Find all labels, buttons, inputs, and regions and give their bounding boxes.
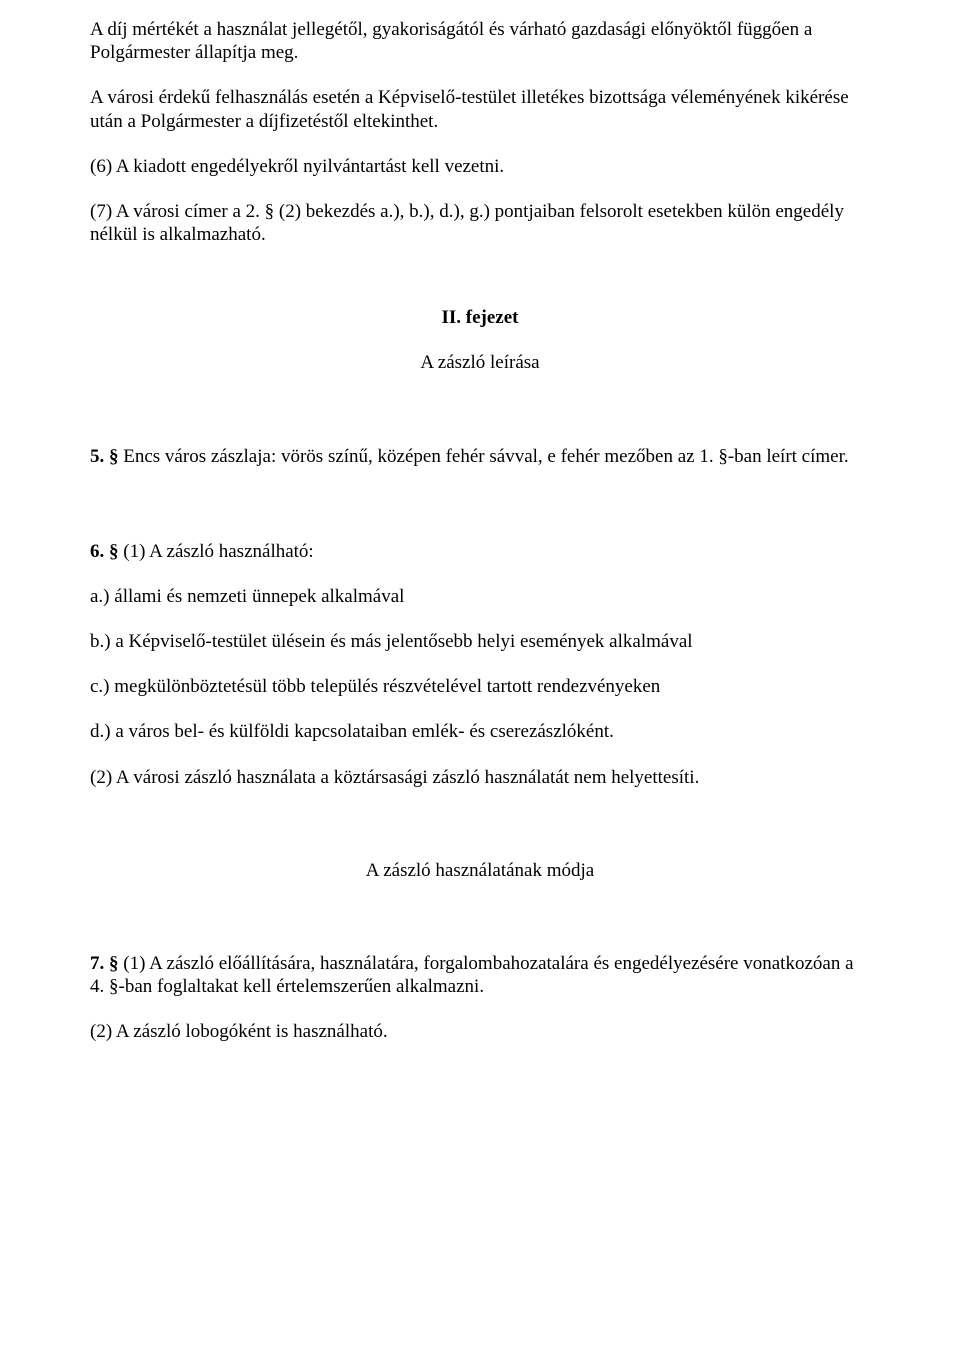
list-item-c: c.) megkülönböztetésül több település ré… xyxy=(90,675,870,698)
section-number: 6. § xyxy=(90,541,119,562)
paragraph: (7) A városi címer a 2. § (2) bekezdés a… xyxy=(90,200,870,246)
paragraph: (6) A kiadott engedélyekről nyilvántartá… xyxy=(90,155,870,178)
section-text: (1) A zászló használható: xyxy=(119,541,314,562)
section-6: 6. § (1) A zászló használható: xyxy=(90,540,870,563)
section-5: 5. § Encs város zászlaja: vörös színű, k… xyxy=(90,445,870,468)
section-7: 7. § (1) A zászló előállítására, használ… xyxy=(90,952,870,998)
list-item-b: b.) a Képviselő-testület ülésein és más … xyxy=(90,630,870,653)
section-heading: A zászló használatának módja xyxy=(90,859,870,882)
section-number: 7. § xyxy=(90,953,119,974)
list-item-a: a.) állami és nemzeti ünnepek alkalmával xyxy=(90,585,870,608)
section-text: Encs város zászlaja: vörös színű, középe… xyxy=(119,446,849,467)
section-number: 5. § xyxy=(90,446,119,467)
document-page: A díj mértékét a használat jellegétől, g… xyxy=(0,0,960,1356)
spacer xyxy=(90,490,870,540)
chapter-subtitle: A zászló leírása xyxy=(90,351,870,374)
section-text: (1) A zászló előállítására, használatára… xyxy=(90,953,854,997)
list-item-d: d.) a város bel- és külföldi kapcsolatai… xyxy=(90,720,870,743)
subsection-6-2: (2) A városi zászló használata a köztárs… xyxy=(90,766,870,789)
paragraph: A díj mértékét a használat jellegétől, g… xyxy=(90,18,870,64)
subsection-7-2: (2) A zászló lobogóként is használható. xyxy=(90,1020,870,1043)
paragraph: A városi érdekű felhasználás esetén a Ké… xyxy=(90,86,870,132)
chapter-title: II. fejezet xyxy=(90,306,870,329)
